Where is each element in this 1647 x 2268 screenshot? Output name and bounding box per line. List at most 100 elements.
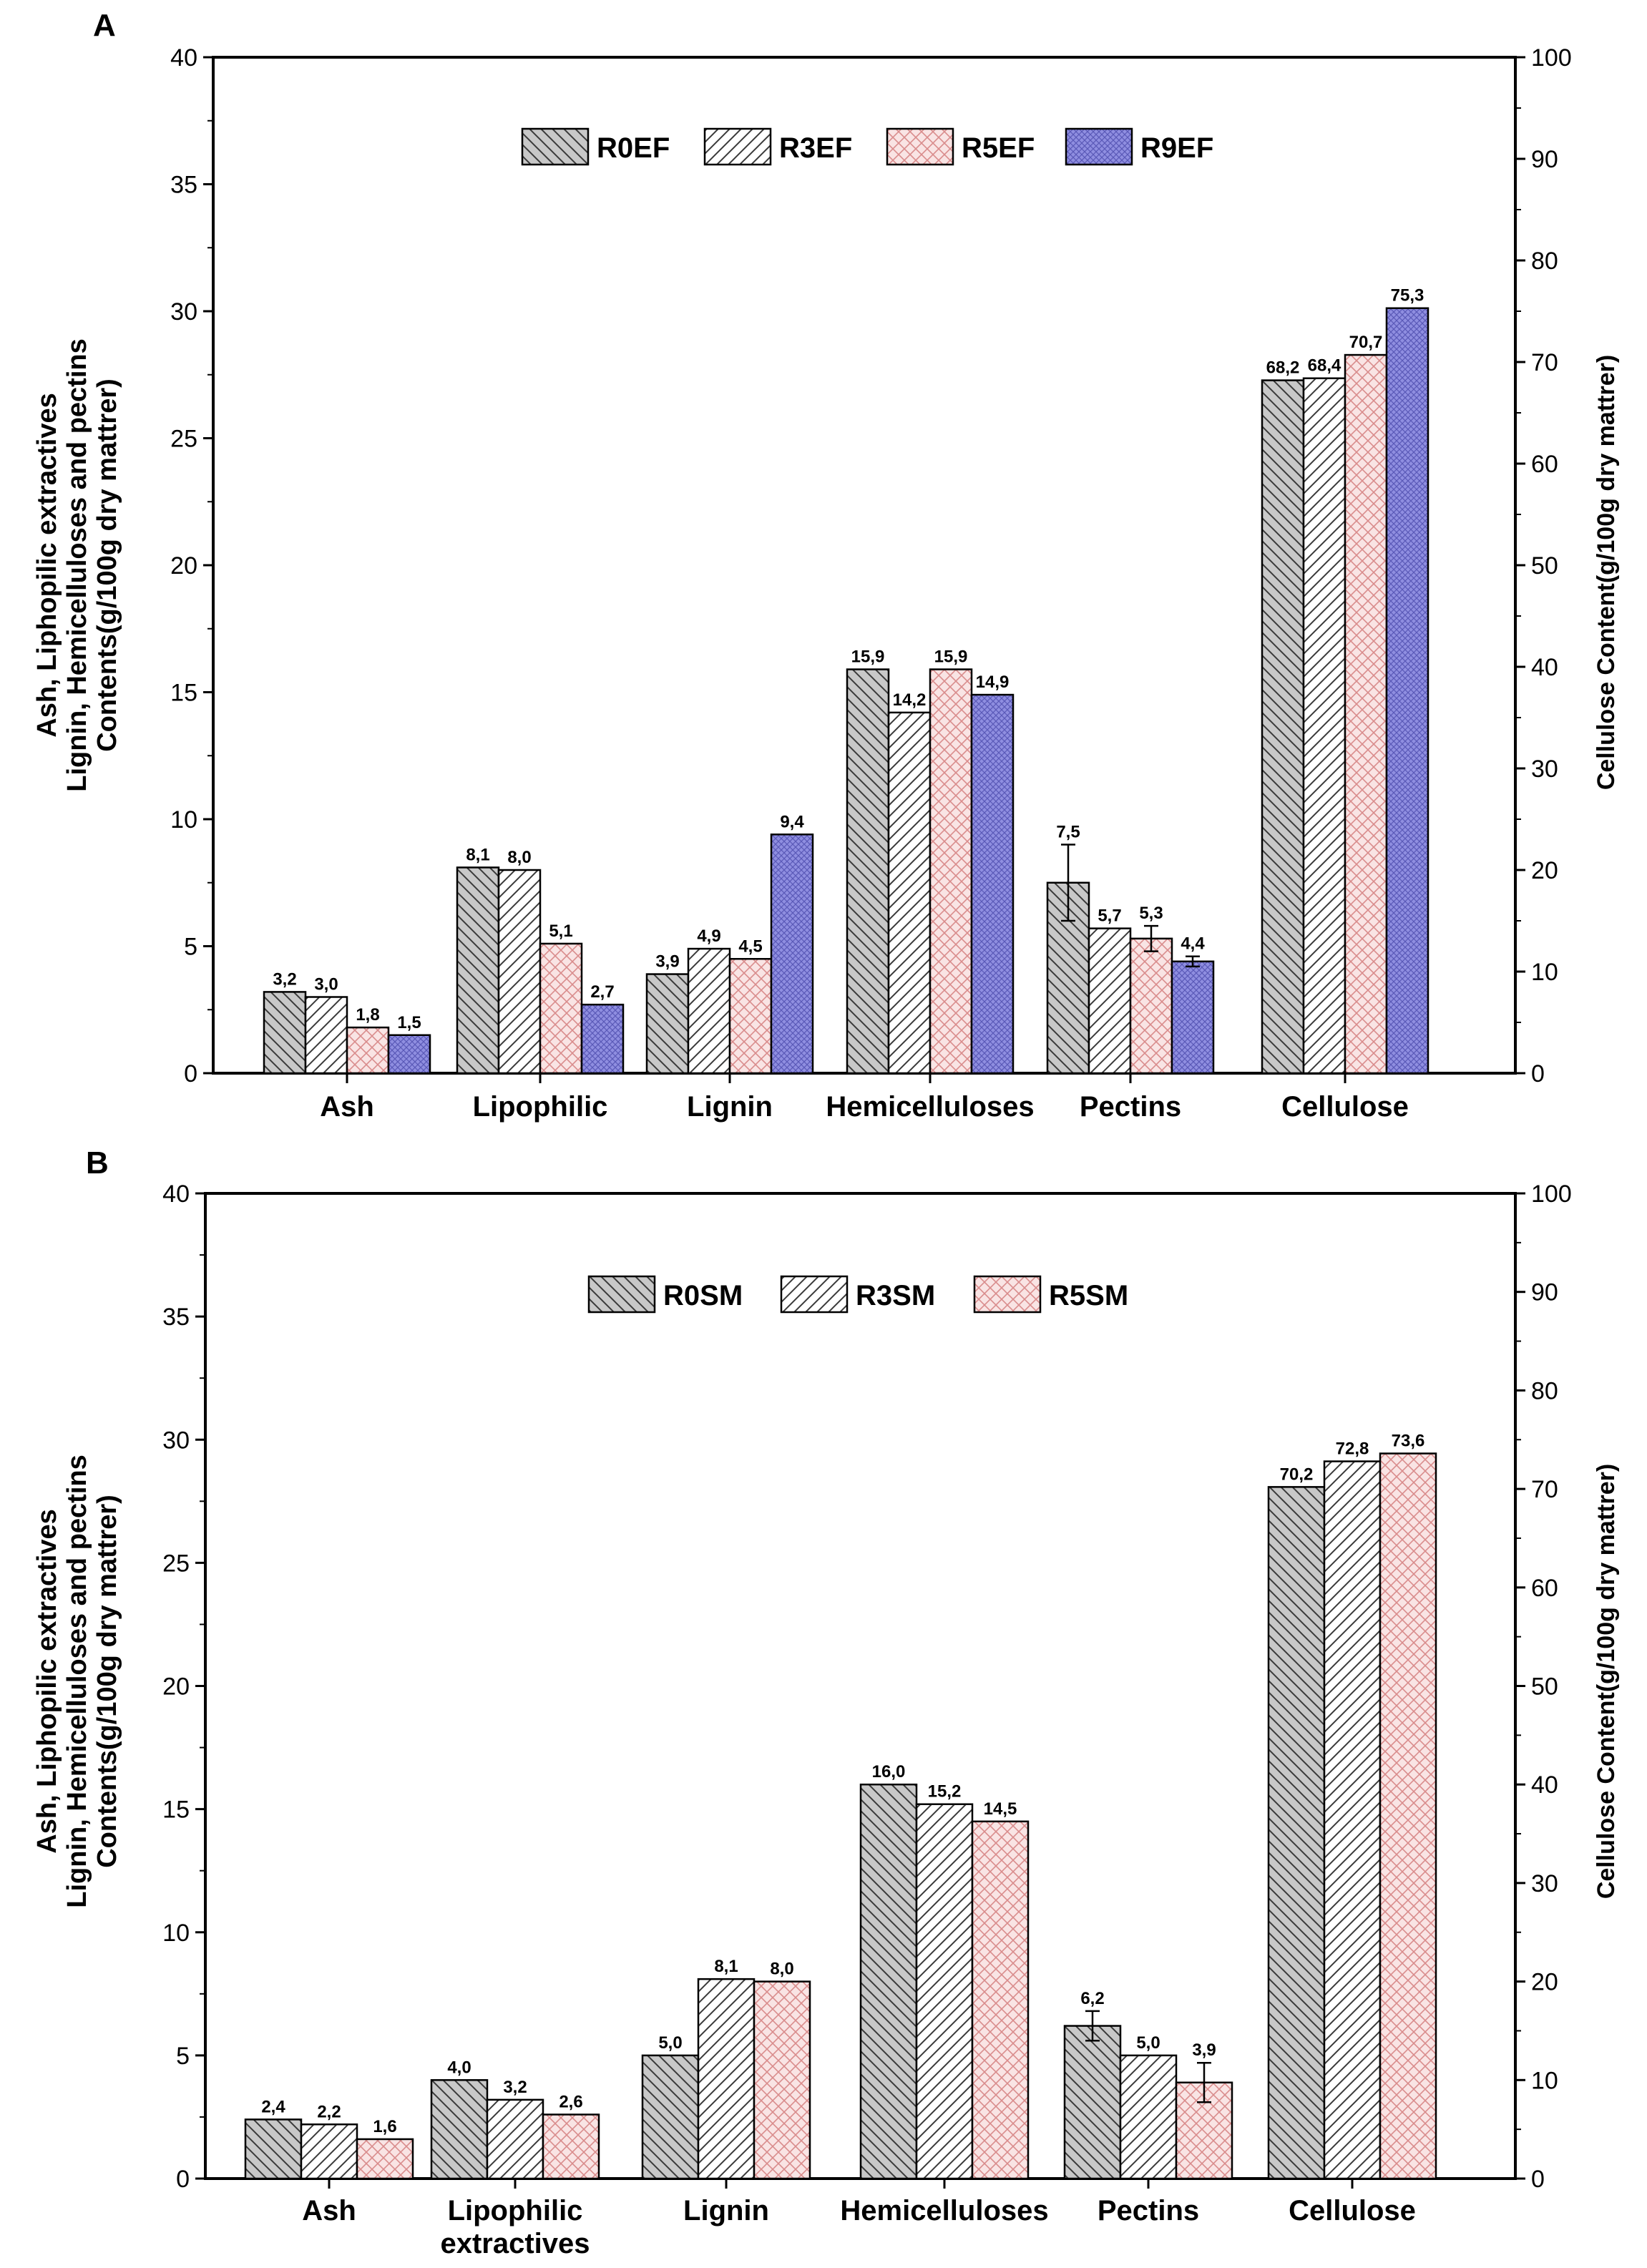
- right-tick-label: 40: [1531, 1771, 1558, 1799]
- y-axis-title-left-line: Ash, Liphopilic extractives: [32, 1509, 62, 1853]
- data-label: 3,9: [1192, 2040, 1216, 2060]
- data-label: 4,5: [738, 937, 762, 956]
- legend-swatch-r5sm: [973, 1275, 1042, 1314]
- data-label: 5,1: [549, 922, 572, 941]
- bar-r5sm: [356, 2138, 414, 2180]
- bar-r0ef: [456, 866, 500, 1075]
- data-label: 5,0: [1136, 2033, 1160, 2053]
- right-tick-label: 100: [1531, 44, 1572, 72]
- data-label: 2,4: [261, 2097, 285, 2116]
- data-label: 5,7: [1098, 906, 1121, 926]
- data-label: 16,0: [872, 1762, 906, 1781]
- data-label: 14,5: [984, 1799, 1017, 1819]
- left-tick-label: 25: [170, 426, 197, 453]
- bar-r5sm: [1379, 1452, 1437, 2180]
- left-tick-label: 40: [170, 44, 197, 72]
- bar-r5ef: [1344, 353, 1388, 1075]
- right-tick-label: 70: [1531, 349, 1558, 376]
- bar-r9ef: [970, 693, 1015, 1075]
- data-label: 4,9: [697, 927, 720, 946]
- data-label: 8,0: [507, 848, 531, 867]
- right-tick-label: 50: [1531, 1673, 1558, 1701]
- bar-r0sm: [244, 2118, 303, 2180]
- bar-r0ef: [645, 973, 690, 1075]
- right-tick-label: 0: [1531, 2166, 1545, 2193]
- data-label: 8,1: [466, 845, 489, 864]
- data-label: 3,9: [655, 952, 679, 972]
- data-label: 73,6: [1392, 1432, 1425, 1451]
- data-label: 14,2: [893, 690, 927, 710]
- bar-r3sm: [486, 2098, 544, 2180]
- bar-r0ef: [263, 991, 307, 1075]
- left-tick-label: 15: [162, 1797, 190, 1824]
- panel-label-b: B: [86, 1145, 109, 1181]
- data-label: 15,9: [934, 647, 968, 667]
- right-tick-label: 100: [1531, 1181, 1572, 1208]
- bar-r3sm: [697, 1978, 756, 2180]
- data-label: 9,4: [780, 812, 804, 831]
- y-axis-title-left-line: Contents(g/100g dry mattrer): [92, 378, 122, 752]
- left-tick-label: 10: [162, 1920, 190, 1947]
- y-axis-title-right: Cellulose Content(g/100g dry mattrer): [1593, 355, 1620, 790]
- category-label: Hemicelluloses: [826, 1091, 1034, 1123]
- left-tick-label: 15: [170, 680, 197, 707]
- left-tick-label: 5: [176, 2043, 190, 2070]
- data-label: 4,4: [1181, 934, 1205, 954]
- left-tick-label: 35: [170, 172, 197, 199]
- bar-r0ef: [846, 668, 890, 1075]
- bar-r3sm: [915, 1803, 974, 2180]
- category-label: Lignin: [683, 2195, 769, 2227]
- data-label: 3,2: [273, 969, 296, 989]
- category-label: Cellulose: [1289, 2195, 1416, 2227]
- category-label: Lipophilic: [473, 1091, 608, 1123]
- bar-r5ef: [929, 668, 973, 1075]
- data-label: 2,2: [317, 2102, 341, 2121]
- bar-r9ef: [387, 1034, 431, 1075]
- category-label: Cellulose: [1281, 1091, 1409, 1123]
- left-tick-label: 20: [162, 1673, 190, 1701]
- bar-r3ef: [304, 996, 348, 1075]
- right-tick-label: 50: [1531, 552, 1558, 580]
- bar-r3ef: [887, 711, 932, 1075]
- right-tick-label: 30: [1531, 1870, 1558, 1897]
- legend-swatch-r5ef: [886, 127, 954, 166]
- bar-r9ef: [1385, 307, 1429, 1075]
- right-tick-label: 10: [1531, 2067, 1558, 2094]
- panel-label-a: A: [93, 8, 116, 43]
- legend-label-r9ef: R9EF: [1140, 132, 1213, 164]
- data-label: 3,0: [314, 975, 338, 994]
- bar-r0sm: [430, 2079, 489, 2180]
- data-label: 6,2: [1080, 1989, 1104, 2008]
- bar-r9ef: [580, 1003, 625, 1075]
- right-tick-label: 80: [1531, 1377, 1558, 1404]
- data-label: 7,5: [1056, 823, 1080, 842]
- bar-r5ef: [346, 1026, 390, 1075]
- bar-r5ef: [1129, 937, 1173, 1075]
- legend-label-r5sm: R5SM: [1049, 1280, 1128, 1311]
- left-tick-label: 30: [162, 1427, 190, 1454]
- y-axis-title-left-line: Ash, Liphopilic extractives: [32, 393, 62, 737]
- bar-r9ef: [1171, 960, 1215, 1075]
- category-label: Pectins: [1098, 2195, 1199, 2227]
- data-label: 5,0: [658, 2033, 682, 2053]
- data-label: 14,9: [976, 673, 1010, 692]
- category-label: Ash: [320, 1091, 374, 1123]
- data-label: 1,5: [397, 1013, 421, 1032]
- bar-r5sm: [542, 2113, 600, 2180]
- legend-label-r5ef: R5EF: [962, 132, 1035, 164]
- data-label: 68,4: [1308, 356, 1341, 376]
- y-axis-title-right: Cellulose Content(g/100g dry mattrer): [1593, 1464, 1620, 1899]
- bar-r0ef: [1261, 379, 1305, 1075]
- data-label: 68,2: [1266, 358, 1300, 378]
- legend-swatch-r0ef: [521, 127, 590, 166]
- data-label: 8,0: [770, 1960, 793, 1979]
- bar-r0sm: [859, 1783, 918, 2180]
- legend-label-r0sm: R0SM: [663, 1280, 743, 1311]
- data-label: 72,8: [1336, 1440, 1369, 1459]
- left-tick-label: 25: [162, 1550, 190, 1577]
- category-label: Lipophilic extractives: [440, 2195, 590, 2259]
- right-tick-label: 30: [1531, 756, 1558, 783]
- category-label: Pectins: [1080, 1091, 1181, 1123]
- right-tick-label: 90: [1531, 146, 1558, 173]
- y-axis-title-left-line: Contents(g/100g dry mattrer): [92, 1495, 122, 1868]
